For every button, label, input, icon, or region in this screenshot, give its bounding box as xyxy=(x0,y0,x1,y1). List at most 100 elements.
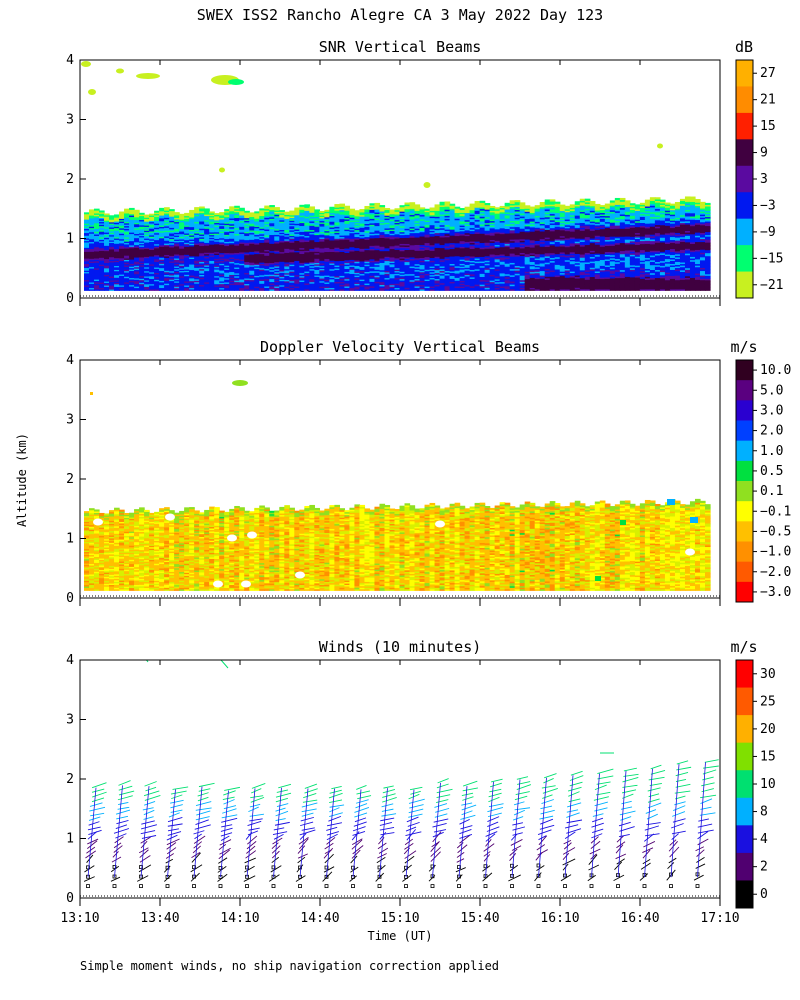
snr-cell xyxy=(459,220,466,223)
snr-cell xyxy=(444,250,451,253)
snr-cell xyxy=(244,210,250,213)
snr-cell xyxy=(244,257,250,260)
snr-cell xyxy=(244,245,250,248)
snr-cell xyxy=(254,252,260,255)
snr-cell xyxy=(494,261,501,264)
snr-cell xyxy=(184,278,190,281)
snr-cell xyxy=(154,234,160,237)
snr-cell xyxy=(244,214,250,217)
snr-cell xyxy=(234,248,240,251)
snr-cell xyxy=(494,247,501,250)
snr-cell xyxy=(409,250,416,253)
snr-cell xyxy=(244,221,250,224)
snr-cell xyxy=(414,231,421,234)
snr-cell xyxy=(379,225,386,228)
snr-cell xyxy=(474,231,481,234)
snr-cell xyxy=(384,223,391,226)
snr-cell xyxy=(489,287,496,290)
snr-cell xyxy=(329,251,335,254)
snr-cell xyxy=(99,250,105,253)
snr-cell xyxy=(439,203,446,206)
snr-cell xyxy=(319,288,325,291)
snr-cell xyxy=(284,229,290,232)
snr-cell xyxy=(334,241,341,244)
snr-cell xyxy=(189,239,195,242)
snr-cell xyxy=(159,284,165,287)
snr-cell xyxy=(94,232,100,235)
snr-cell xyxy=(274,281,280,284)
snr-cell xyxy=(209,287,215,290)
snr-cell xyxy=(274,235,280,238)
snr-cell xyxy=(479,288,486,291)
snr-cell xyxy=(424,263,431,266)
snr-cell xyxy=(339,279,346,282)
snr-cell xyxy=(134,241,140,244)
snr-cell xyxy=(424,269,431,272)
snr-cell xyxy=(89,248,95,251)
snr-cell xyxy=(474,230,481,233)
snr-cell xyxy=(344,226,351,229)
snr-cell xyxy=(304,232,310,235)
snr-cell xyxy=(164,285,170,289)
snr-cell xyxy=(144,241,150,244)
snr-cell xyxy=(224,255,230,258)
snr-cell xyxy=(249,270,255,273)
snr-cell xyxy=(434,247,441,250)
snr-cell xyxy=(259,226,265,229)
snr-cell xyxy=(249,288,255,291)
snr-cell xyxy=(119,244,125,247)
snr-cell xyxy=(304,254,310,257)
snr-cell xyxy=(454,216,461,219)
snr-cell xyxy=(289,258,295,261)
snr-cell xyxy=(284,215,290,218)
snr-cell xyxy=(414,244,421,247)
snr-cell xyxy=(154,249,160,252)
snr-cell xyxy=(199,257,205,260)
snr-cell xyxy=(299,229,305,232)
snr-cell xyxy=(264,209,270,213)
snr-cell xyxy=(334,263,341,266)
snr-cell xyxy=(394,287,401,290)
snr-cell xyxy=(319,234,325,237)
snr-cell xyxy=(259,230,265,233)
snr-cell xyxy=(264,265,270,268)
snr-cell xyxy=(294,211,300,214)
snr-cell xyxy=(199,212,205,215)
snr-cell xyxy=(284,214,290,217)
snr-cell xyxy=(129,210,135,213)
snr-cell xyxy=(104,235,110,238)
snr-cell xyxy=(124,281,130,284)
snr-cell xyxy=(154,239,160,242)
snr-cell xyxy=(504,226,511,230)
snr-cell xyxy=(144,225,150,227)
snr-cell xyxy=(349,231,356,234)
snr-cell xyxy=(119,212,125,215)
snr-cell xyxy=(434,266,441,269)
snr-cell xyxy=(174,259,180,262)
snr-cell xyxy=(124,231,130,234)
snr-cell xyxy=(159,278,165,281)
snr-cell xyxy=(334,232,341,235)
snr-cell xyxy=(504,214,511,217)
snr-cell xyxy=(464,219,471,222)
snr-cell xyxy=(239,287,245,290)
snr-cell xyxy=(374,222,381,225)
snr-cell xyxy=(429,256,436,259)
snr-cell xyxy=(109,255,115,258)
snr-cell xyxy=(349,288,356,291)
snr-cell xyxy=(264,218,270,221)
snr-cell xyxy=(389,263,396,266)
snr-cell xyxy=(294,227,300,230)
snr-cell xyxy=(184,283,190,286)
snr-cell xyxy=(94,248,100,251)
snr-cell xyxy=(89,224,95,227)
snr-cell xyxy=(174,252,180,255)
snr-cell xyxy=(459,266,466,269)
snr-cell xyxy=(464,208,471,211)
snr-cell xyxy=(144,264,150,267)
snr-cell xyxy=(479,253,486,256)
snr-cell xyxy=(274,234,280,237)
snr-cell xyxy=(214,227,220,230)
snr-cell xyxy=(404,269,411,272)
snr-cell xyxy=(454,261,461,264)
